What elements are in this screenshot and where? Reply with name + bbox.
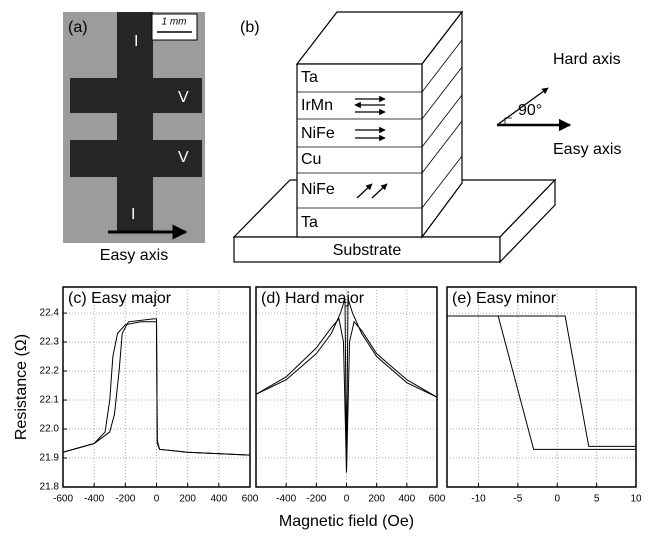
substrate-label: Substrate [333, 242, 402, 259]
x-tick-label: -200 [306, 494, 326, 505]
data-line [255, 298, 438, 473]
hard-axis-arrow [496, 87, 549, 126]
y-axis-label: Resistance (Ω) [13, 334, 30, 440]
terminal-label: V [178, 89, 189, 106]
layer-label: Cu [301, 151, 321, 168]
x-tick-label: -600 [53, 494, 73, 505]
y-tick-label: 21.9 [40, 453, 60, 464]
x-tick-label: 0 [154, 494, 160, 505]
photo: 1 mm (a) I V V I Easy axis [63, 12, 205, 264]
layer-label: NiFe [301, 181, 335, 198]
x-tick-label: 0 [344, 494, 350, 505]
plot-frame [62, 286, 251, 488]
layer-label: IrMn [301, 97, 333, 114]
panel-label: (a) [68, 19, 88, 36]
chart-title: (c) Easy major [68, 290, 172, 307]
x-tick-label: 400 [210, 494, 227, 505]
layer-lines [297, 39, 463, 209]
data-line [447, 315, 636, 447]
chart-title: (d) Hard major [261, 290, 365, 307]
x-tick-label: -400 [84, 494, 104, 505]
caption: Easy axis [100, 247, 168, 264]
x-tick-label: 5 [594, 494, 600, 505]
scale-label: 1 mm [162, 17, 187, 28]
x-tick-label: 10 [630, 494, 642, 505]
terminal-label: I [134, 33, 138, 50]
y-tick-label: 22.1 [40, 395, 60, 406]
y-tick-label: 22.4 [40, 308, 60, 319]
x-tick-label: 200 [368, 494, 385, 505]
angle-mark [504, 117, 512, 125]
x-tick-label: -5 [513, 494, 522, 505]
diagram: (b) Ta IrMn NiFe Cu NiFe Ta Substrate [232, 10, 621, 264]
x-tick-label: -10 [471, 494, 486, 505]
y-tick-label: 21.8 [40, 482, 60, 493]
hard-axis-label: Hard axis [553, 51, 621, 68]
angle-label: 90° [518, 102, 542, 119]
x-tick-label: 600 [429, 494, 446, 505]
easy-axis-label: Easy axis [553, 141, 621, 158]
x-tick-label: -400 [276, 494, 296, 505]
y-tick-label: 22.0 [40, 424, 60, 435]
substrate-side [499, 178, 556, 264]
y-tick-label: 22.2 [40, 366, 60, 377]
x-tick-label: 0 [554, 494, 560, 505]
layer-label: Ta [301, 69, 318, 86]
data-line [447, 315, 636, 450]
x-tick-label: 400 [398, 494, 415, 505]
x-tick-label: -200 [115, 494, 135, 505]
layer-label: Ta [301, 214, 318, 231]
x-tick-label: 600 [242, 494, 259, 505]
panel-label: (b) [240, 19, 260, 36]
terminal-label: I [131, 206, 135, 223]
plot-frame [446, 286, 637, 488]
plot-frame [255, 286, 438, 488]
y-tick-label: 22.3 [40, 337, 60, 348]
data-line [62, 318, 251, 456]
layer-label: NiFe [301, 125, 335, 142]
sample-cross [70, 12, 202, 232]
x-tick-label: 200 [179, 494, 196, 505]
scale-box [151, 13, 198, 41]
x-axis-label: Magnetic field (Oe) [279, 513, 414, 530]
terminal-label: V [178, 149, 189, 166]
moment-arrows [354, 95, 388, 199]
chart-title: (e) Easy minor [452, 290, 557, 307]
